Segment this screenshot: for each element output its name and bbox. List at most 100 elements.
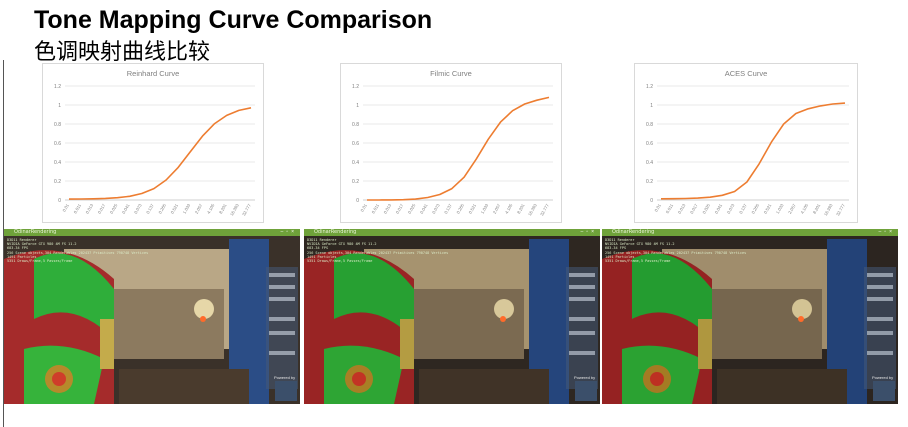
y-tick-label: 1 [58, 103, 61, 109]
settings-panel[interactable] [864, 267, 896, 389]
y-tick-label: 0.4 [646, 160, 653, 166]
x-tick-label: 8.201 [516, 202, 526, 214]
x-tick-label: 0.073 [133, 202, 143, 214]
x-tick-label: 0.137 [443, 202, 453, 214]
render-screenshot-reinhard: OdinarRendering –▫× D3D11 Renderer NVIDI… [4, 229, 300, 404]
y-tick-label: 1.2 [54, 84, 61, 90]
powered-by-label: Powered by [574, 375, 596, 380]
reinhard-chart-svg: Reinhard Curve 0 0.2 0.4 0.6 0.8 1 1.2 0.01 0.011… [54, 69, 255, 217]
window-title: OdinarRendering [14, 229, 57, 235]
scene-image [304, 229, 600, 404]
aces-chart: ACES Curve 0 0.2 0.4 0.6 0.8 1 1.2 0.01 0.011 0.01… [634, 63, 858, 223]
settings-panel[interactable] [566, 267, 598, 389]
reinhard-chart: Reinhard Curve 0 0.2 0.4 0.6 0.8 1 1.2 0.01 0.011… [42, 63, 264, 223]
x-tick-label: 16.393 [527, 202, 538, 216]
y-tick-label: 0 [650, 198, 653, 204]
x-tick-label: 0.041 [714, 202, 724, 214]
x-tick-label: 0.017 [689, 202, 699, 214]
chart-title: Filmic Curve [430, 69, 472, 78]
y-tick-label: 0.2 [646, 179, 653, 185]
y-tick-label: 0.6 [646, 141, 653, 147]
engine-logo [575, 381, 597, 401]
scene-image [4, 229, 300, 404]
x-tick-label: 1.033 [480, 202, 490, 214]
engine-logo [873, 381, 895, 401]
x-tick-label: 16.393 [823, 202, 834, 216]
y-tick-label: 0.2 [352, 179, 359, 185]
x-tick-label: 0.025 [701, 202, 711, 214]
x-tick-label: 0.011 [665, 202, 675, 214]
page-title: Tone Mapping Curve Comparison [34, 6, 433, 34]
x-tick-label: 0.041 [419, 202, 429, 214]
filmic-chart: Filmic Curve 0 0.2 0.4 0.6 0.8 1 1.2 0.01 0.011 0.… [340, 63, 562, 223]
settings-panel[interactable] [266, 267, 298, 389]
powered-by-label: Powered by [872, 375, 894, 380]
x-tick-label: 32.777 [835, 202, 846, 216]
window-title: OdinarRendering [612, 229, 655, 235]
x-tick-label: 0.073 [726, 202, 736, 214]
left-divider [3, 60, 4, 427]
x-tick-label: 4.105 [799, 202, 809, 214]
y-tick-label: 1.2 [352, 84, 359, 90]
x-tick-label: 1.033 [182, 202, 192, 214]
y-tick-label: 0.6 [54, 141, 61, 147]
x-tick-label: 0.01 [61, 202, 70, 212]
x-tick-label: 0.013 [85, 202, 95, 214]
window-titlebar [4, 229, 300, 236]
window-titlebar [602, 229, 898, 236]
x-tick-label: 0.041 [121, 202, 131, 214]
curve-line [68, 107, 252, 200]
render-stats: D3D11 Renderer NVIDIA GeForce GTX 980 4M… [307, 238, 449, 264]
x-tick-label: 2.057 [787, 202, 797, 214]
page-subtitle: 色调映射曲线比较 [34, 40, 211, 65]
x-tick-label: 0.011 [73, 202, 83, 214]
y-tick-label: 1.2 [646, 84, 653, 90]
window-titlebar [304, 229, 600, 236]
window-controls[interactable]: –▫× [580, 229, 597, 235]
x-tick-label: 0.013 [383, 202, 393, 214]
x-tick-label: 4.105 [206, 202, 216, 214]
y-tick-label: 0.2 [54, 179, 61, 185]
x-tick-label: 0.017 [97, 202, 107, 214]
scene-image [602, 229, 898, 404]
x-tick-label: 0.01 [653, 202, 662, 212]
x-tick-label: 1.033 [775, 202, 785, 214]
x-tick-label: 0.265 [750, 202, 760, 214]
x-tick-label: 0.025 [109, 202, 119, 214]
x-tick-label: 0.073 [431, 202, 441, 214]
y-tick-label: 0.6 [352, 141, 359, 147]
y-tick-label: 1 [650, 103, 653, 109]
y-tick-label: 0 [58, 198, 61, 204]
x-tick-label: 0.025 [407, 202, 417, 214]
x-tick-label: 0.137 [738, 202, 748, 214]
y-tick-label: 0.8 [352, 122, 359, 128]
x-tick-label: 2.057 [492, 202, 502, 214]
x-tick-label: 2.057 [194, 202, 204, 214]
curve-line [660, 102, 846, 200]
render-stats: D3D11 Renderer NVIDIA GeForce GTX 980 4M… [7, 238, 149, 264]
y-tick-label: 0.8 [646, 122, 653, 128]
x-tick-label: 32.777 [539, 202, 550, 216]
y-tick-label: 0.4 [352, 160, 359, 166]
x-tick-label: 0.011 [371, 202, 381, 214]
render-screenshot-aces: OdinarRendering –▫× D3D11 Renderer NVIDI… [602, 229, 898, 404]
chart-title: Reinhard Curve [127, 69, 180, 78]
y-tick-label: 0.4 [54, 160, 61, 166]
window-controls[interactable]: –▫× [878, 229, 895, 235]
window-controls[interactable]: –▫× [280, 229, 297, 235]
y-tick-label: 1 [356, 103, 359, 109]
x-tick-label: 8.201 [218, 202, 228, 214]
x-tick-label: 0.01 [359, 202, 368, 212]
x-tick-label: 0.265 [455, 202, 465, 214]
y-tick-label: 0 [356, 198, 359, 204]
x-tick-label: 0.137 [145, 202, 155, 214]
curve-line [367, 96, 550, 201]
x-tick-label: 0.013 [677, 202, 687, 214]
render-screenshot-filmic: OdinarRendering –▫× D3D11 Renderer NVIDI… [304, 229, 600, 404]
x-tick-label: 4.105 [504, 202, 514, 214]
render-stats: D3D11 Renderer NVIDIA GeForce GTX 980 4M… [605, 238, 747, 264]
powered-by-label: Powered by [274, 375, 296, 380]
y-tick-label: 0.8 [54, 122, 61, 128]
